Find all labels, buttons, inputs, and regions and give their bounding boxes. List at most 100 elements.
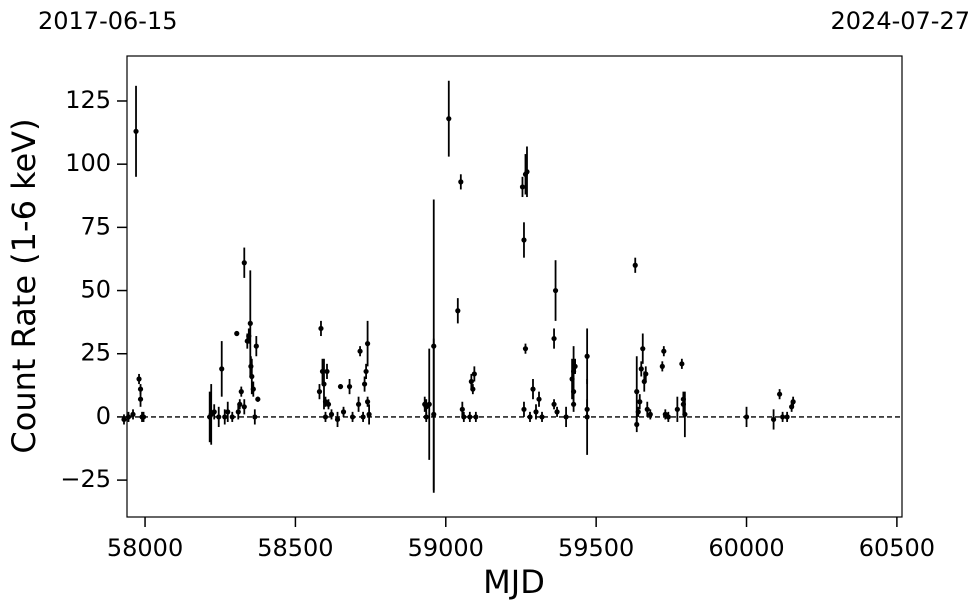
data-point (328, 411, 335, 417)
data-point (539, 414, 545, 420)
data-point (569, 376, 575, 382)
data-point (361, 381, 368, 387)
data-point (316, 389, 323, 395)
data-point (521, 406, 527, 412)
data-point (527, 414, 533, 420)
y-tick-label: 0 (96, 402, 111, 430)
data-point (235, 409, 241, 415)
data-point (321, 381, 327, 387)
data-point (743, 414, 750, 420)
data-point (790, 399, 796, 405)
data-point (459, 406, 465, 412)
data-point (570, 389, 577, 395)
data-point (431, 343, 437, 349)
plot-frame (126, 55, 903, 518)
data-point (533, 409, 539, 415)
data-point (431, 411, 437, 417)
data-point (319, 368, 326, 375)
data-point (470, 386, 476, 392)
data-point (229, 414, 235, 420)
data-point (634, 389, 640, 395)
data-point (219, 366, 225, 372)
data-point (322, 414, 329, 420)
data-point (241, 404, 247, 410)
data-point (458, 179, 464, 185)
data-point (770, 416, 777, 423)
data-point (522, 346, 529, 352)
data-point (340, 409, 347, 415)
data-point (584, 353, 590, 359)
data-point (249, 373, 255, 380)
data-point (659, 363, 665, 369)
data-point (349, 414, 356, 420)
data-point (665, 414, 671, 420)
data-point (644, 406, 650, 412)
data-point (584, 414, 590, 420)
data-point (551, 401, 557, 407)
y-tick-label: 25 (80, 339, 111, 367)
x-tick-label: 60500 (859, 534, 935, 562)
data-point (524, 169, 530, 175)
data-point (334, 416, 341, 423)
x-axis-label: MJD (483, 563, 545, 601)
x-tick-label: 58000 (107, 534, 183, 562)
y-axis-label: Count Rate (1-6 keV) (5, 118, 43, 453)
data-point (563, 414, 569, 420)
data-point (364, 399, 371, 405)
top-date-label: 2024-07-27 (831, 7, 970, 35)
data-point (643, 371, 649, 377)
data-point (551, 335, 557, 342)
data-point (661, 348, 667, 354)
data-point (325, 401, 332, 407)
data-point (647, 411, 653, 417)
data-point (355, 401, 362, 407)
data-point (364, 341, 371, 347)
x-tick-label: 60000 (708, 534, 784, 562)
data-point (446, 116, 452, 122)
data-point (357, 348, 363, 354)
data-point (216, 414, 222, 420)
data-point (632, 262, 638, 268)
data-point (536, 396, 542, 402)
data-point (234, 330, 240, 337)
data-point (366, 411, 372, 417)
data-point (637, 399, 643, 405)
data-point (521, 237, 527, 243)
data-point (572, 363, 578, 369)
data-point (776, 391, 783, 397)
data-point (789, 404, 795, 410)
data-point (554, 409, 560, 415)
data-point (241, 260, 247, 266)
data-point (255, 396, 261, 402)
data-point (253, 343, 259, 349)
data-point (674, 406, 680, 412)
data-point (318, 325, 324, 332)
data-point (530, 386, 536, 392)
data-point (237, 401, 243, 407)
data-point (641, 378, 647, 385)
x-tick-label: 59000 (408, 534, 484, 562)
data-point (471, 371, 477, 377)
x-tick-label: 58500 (257, 534, 333, 562)
data-point (680, 396, 686, 402)
data-point (780, 414, 786, 420)
data-point (784, 414, 790, 420)
y-tick-label: 50 (80, 276, 111, 304)
data-point (222, 414, 228, 420)
data-point (244, 338, 250, 344)
data-point (248, 363, 254, 369)
data-point (137, 396, 144, 402)
data-point (137, 386, 144, 392)
data-point (337, 383, 344, 390)
data-point (461, 414, 467, 420)
data-point (640, 346, 646, 352)
y-tick-label: −25 (60, 465, 111, 493)
data-point (423, 414, 429, 420)
x-tick-label: 59500 (558, 534, 634, 562)
data-point (225, 409, 231, 415)
data-point (467, 414, 473, 420)
data-point (140, 414, 147, 420)
data-point (426, 401, 432, 407)
data-point (252, 414, 258, 420)
